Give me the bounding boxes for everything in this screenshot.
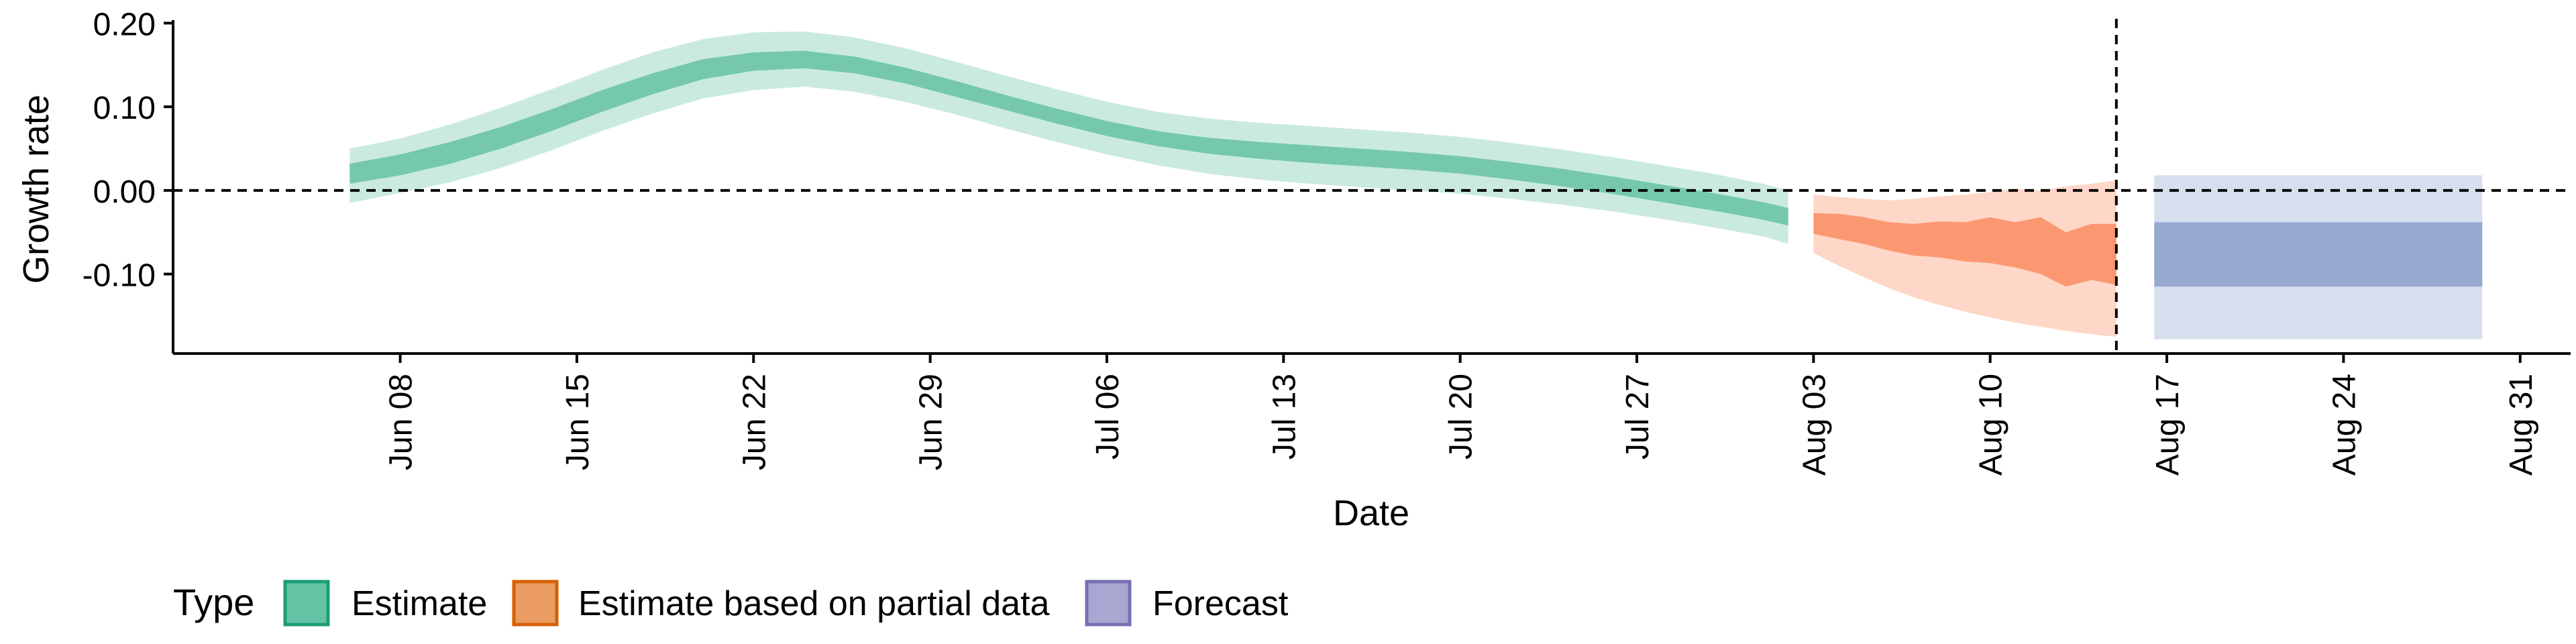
legend-key-estimate — [283, 580, 330, 627]
estimate-band-90 — [350, 31, 1788, 244]
y-tick-label: -0.10 — [83, 258, 156, 294]
x-tick-label: Jun 08 — [384, 374, 419, 470]
legend-title: Type — [173, 581, 254, 623]
x-tick-label: Aug 10 — [1974, 374, 2009, 476]
x-tick-label: Jul 13 — [1267, 374, 1302, 460]
legend-key-partial — [512, 580, 559, 627]
x-tick-label: Aug 17 — [2150, 374, 2186, 476]
legend-key-forecast — [1085, 580, 1132, 627]
x-tick-label: Jun 15 — [560, 374, 596, 470]
x-axis-ticks: Jun 08 Jun 15 Jun 22 Jun 29 Jul 06 Jul 13 Jul … — [384, 354, 2539, 476]
y-tick-label: 0.00 — [93, 174, 156, 210]
x-tick-label: Jul 20 — [1444, 374, 1479, 460]
x-tick-label: Aug 03 — [1796, 374, 1832, 476]
y-axis-title: Growth rate — [16, 95, 56, 284]
estimate-based-on-partial-data-band-50 — [1813, 213, 2116, 287]
reference-lines — [173, 19, 2571, 354]
y-axis-ticks: 0.20 0.10 0.00 -0.10 — [83, 7, 173, 294]
axes — [172, 20, 2571, 355]
y-tick-label: 0.20 — [93, 7, 156, 42]
series-bands — [350, 31, 2483, 339]
x-tick-label: Aug 24 — [2326, 374, 2362, 476]
x-tick-label: Jun 22 — [737, 374, 772, 470]
x-tick-label: Jun 29 — [914, 374, 949, 470]
y-tick-label: 0.10 — [93, 91, 156, 126]
forecast-band-50 — [2154, 222, 2483, 287]
x-tick-label: Jul 06 — [1090, 374, 1126, 460]
x-tick-label: Jul 27 — [1620, 374, 1656, 460]
legend-label-partial: Estimate based on partial data — [578, 584, 1050, 623]
legend-label-estimate: Estimate — [352, 584, 487, 623]
x-tick-label: Aug 31 — [2504, 374, 2539, 476]
x-axis-title: Date — [1333, 493, 1409, 533]
legend: Type Estimate Estimate based on partial … — [173, 580, 1289, 627]
legend-label-forecast: Forecast — [1152, 584, 1289, 623]
